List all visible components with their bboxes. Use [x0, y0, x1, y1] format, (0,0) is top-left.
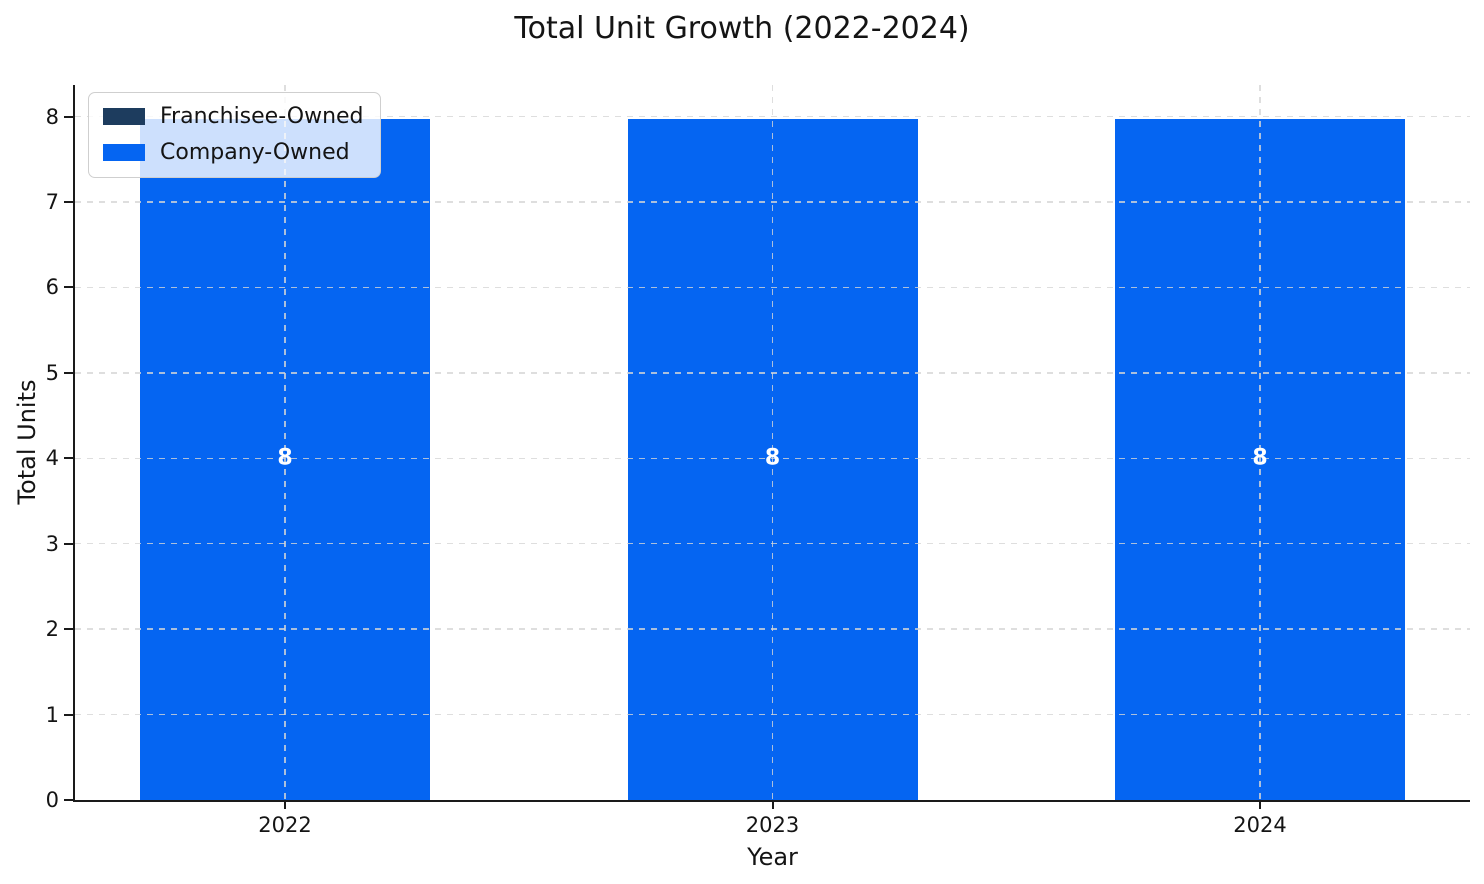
y-tick-mark — [64, 371, 73, 374]
x-tick-mark — [284, 800, 286, 809]
y-tick-mark — [64, 115, 73, 118]
y-tick-label: 1 — [45, 702, 59, 727]
legend-swatch-company-owned — [103, 144, 145, 161]
legend-label: Company-Owned — [160, 140, 350, 165]
y-tick-label: 2 — [45, 617, 59, 642]
x-tick-mark — [1259, 800, 1261, 809]
y-tick-label: 4 — [45, 446, 59, 471]
y-tick-mark — [64, 713, 73, 716]
legend-item-franchisee-owned: Franchisee-Owned — [103, 104, 364, 129]
x-tick-mark — [771, 800, 774, 809]
y-tick-mark — [64, 286, 73, 289]
x-tick-label: 2023 — [745, 813, 800, 837]
y-tick-mark — [64, 201, 73, 204]
legend: Franchisee-Owned Company-Owned — [88, 92, 381, 178]
gridline-vertical — [1259, 85, 1261, 800]
y-tick-mark — [64, 542, 73, 545]
y-tick-label: 6 — [45, 275, 59, 300]
y-tick-label: 5 — [45, 360, 59, 385]
y-tick-label: 0 — [45, 788, 59, 812]
legend-item-company-owned: Company-Owned — [103, 140, 364, 165]
x-axis-label: Year — [747, 843, 798, 871]
legend-swatch-franchisee-owned — [103, 108, 145, 125]
bar-value-label: 8 — [764, 445, 781, 471]
x-tick-label: 2022 — [258, 813, 312, 837]
y-tick-mark — [64, 628, 73, 631]
y-tick-mark — [64, 799, 73, 801]
y-tick-label: 8 — [45, 104, 59, 129]
x-tick-label: 2024 — [1233, 813, 1287, 837]
bar-value-label: 8 — [277, 445, 293, 471]
y-tick-label: 3 — [45, 531, 59, 556]
y-axis-label: Total Units — [13, 379, 41, 505]
bar-value-label: 8 — [1252, 445, 1268, 471]
gridline-vertical — [771, 85, 774, 800]
chart-title: Total Unit Growth (2022-2024) — [514, 11, 970, 46]
gridline-vertical — [284, 85, 286, 800]
x-axis-spine — [73, 799, 1470, 802]
y-axis-spine — [73, 85, 75, 802]
y-tick-mark — [64, 457, 73, 460]
legend-label: Franchisee-Owned — [160, 104, 364, 129]
y-tick-label: 7 — [45, 190, 59, 215]
plot-area: Franchisee-Owned Company-Owned 0 1 2 3 4 5 6 7 8… — [46, 85, 1470, 837]
